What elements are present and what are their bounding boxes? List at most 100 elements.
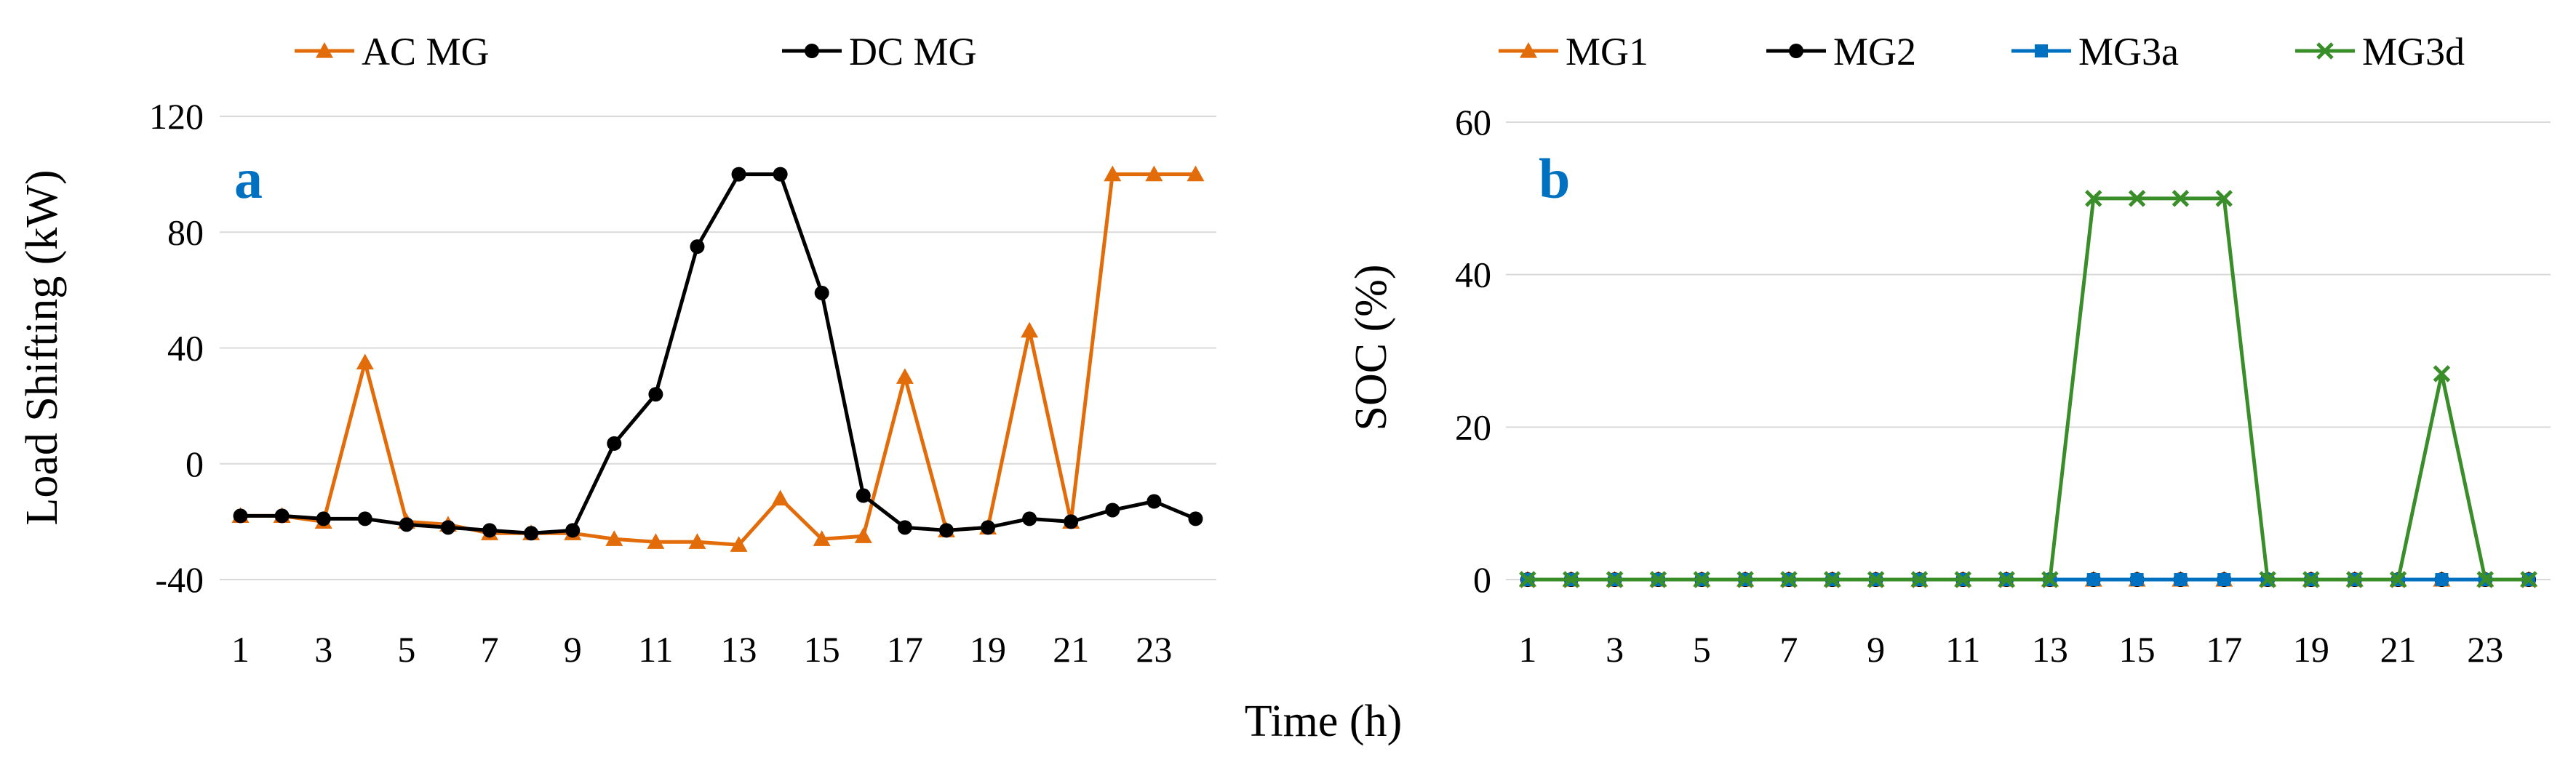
y-axis-title: SOC (%)	[1347, 264, 1396, 430]
x-tick-label: 15	[804, 629, 840, 670]
data-point	[1022, 511, 1037, 526]
legend-marker	[2035, 44, 2048, 57]
x-tick-label: 19	[970, 629, 1006, 670]
data-point	[1145, 165, 1163, 182]
x-tick-label: 1	[1518, 629, 1536, 670]
x-tick-label: 7	[1779, 629, 1798, 670]
legend-marker	[1520, 42, 1537, 58]
data-point	[648, 387, 663, 402]
data-point	[730, 536, 748, 552]
legend-item: DC MG	[782, 30, 977, 73]
data-point	[1867, 571, 1885, 588]
legend-label: MG3d	[2362, 30, 2465, 73]
data-point	[565, 523, 581, 538]
data-point	[731, 167, 746, 182]
data-point	[2476, 571, 2495, 588]
x-tick-label: 19	[2293, 629, 2329, 670]
legend-item: MG2	[1766, 30, 1916, 73]
x-tick-label: 15	[2119, 629, 2156, 670]
data-point	[1910, 571, 1929, 588]
y-tick-label: 120	[149, 96, 204, 137]
data-point	[482, 523, 498, 538]
series-line	[1527, 196, 2529, 582]
data-point	[856, 488, 871, 503]
x-tick-label: 9	[1867, 629, 1885, 670]
x-tick-label: 1	[231, 629, 250, 670]
data-point	[938, 523, 954, 538]
data-point	[1562, 571, 1580, 588]
data-point	[2172, 190, 2190, 207]
legend-label: MG2	[1833, 30, 1916, 73]
data-point	[2435, 573, 2449, 586]
y-tick-label: -40	[155, 559, 204, 600]
data-point	[981, 520, 996, 535]
legend-label: MG3a	[2078, 30, 2179, 73]
data-point	[2217, 573, 2231, 586]
x-tick-label: 23	[2467, 629, 2503, 670]
data-point	[1780, 571, 1798, 588]
data-point	[274, 508, 290, 524]
series-dc-mg	[233, 167, 1203, 541]
data-point	[607, 436, 622, 451]
legend-marker	[316, 42, 333, 58]
y-tick-label: 0	[1473, 559, 1491, 600]
data-point	[771, 489, 789, 506]
legend-label: AC MG	[362, 30, 490, 73]
legend-item: MG3d	[2295, 30, 2465, 73]
data-point	[2086, 573, 2100, 586]
data-point	[1693, 571, 1711, 588]
data-point	[1105, 502, 1120, 518]
data-point	[647, 533, 665, 549]
data-point	[2345, 571, 2364, 588]
data-point	[854, 527, 872, 543]
data-point	[896, 368, 914, 384]
data-point	[399, 517, 414, 532]
data-point	[897, 520, 912, 535]
x-tick-label: 17	[2206, 629, 2242, 670]
data-point	[2130, 573, 2144, 586]
data-point	[1104, 165, 1122, 182]
data-point	[316, 511, 331, 526]
series-line	[240, 172, 1196, 547]
legend-item: AC MG	[295, 30, 490, 73]
data-point	[233, 508, 248, 524]
data-point	[1954, 571, 1972, 588]
series-ac-mg	[231, 165, 1205, 552]
data-point	[1519, 571, 1536, 588]
legend-item: MG3a	[2011, 30, 2179, 73]
panel-label: b	[1539, 147, 1570, 210]
x-tick-label: 23	[1136, 629, 1172, 670]
y-tick-label: 40	[167, 328, 204, 369]
data-point	[2302, 571, 2320, 588]
x-tick-label: 11	[1945, 629, 1980, 670]
legend-marker	[1789, 44, 1803, 58]
legend-item: MG1	[1499, 30, 1648, 73]
data-point	[356, 353, 374, 370]
data-point	[1649, 571, 1667, 588]
data-point	[2259, 571, 2276, 588]
y-axis-title: Load Shifting (kW)	[17, 169, 67, 525]
data-point	[357, 511, 372, 526]
legend-marker	[2316, 42, 2334, 60]
data-point	[1187, 165, 1205, 182]
series-line	[240, 172, 1197, 535]
data-point	[814, 285, 829, 300]
data-point	[1736, 571, 1754, 588]
data-point	[2215, 190, 2233, 207]
panel-label: a	[234, 147, 263, 210]
x-tick-label: 3	[314, 629, 332, 670]
x-axis-title: Time (h)	[1245, 697, 1402, 746]
x-tick-label: 7	[481, 629, 499, 670]
data-point	[2174, 573, 2188, 586]
data-point	[2128, 190, 2146, 207]
y-tick-label: 20	[1455, 406, 1491, 447]
x-tick-label: 13	[721, 629, 757, 670]
y-tick-label: 0	[186, 444, 204, 484]
data-point	[605, 530, 623, 546]
data-point	[2084, 190, 2102, 207]
series-mg3d	[1519, 190, 2537, 588]
x-tick-label: 3	[1606, 629, 1624, 670]
data-point	[1823, 571, 1841, 588]
